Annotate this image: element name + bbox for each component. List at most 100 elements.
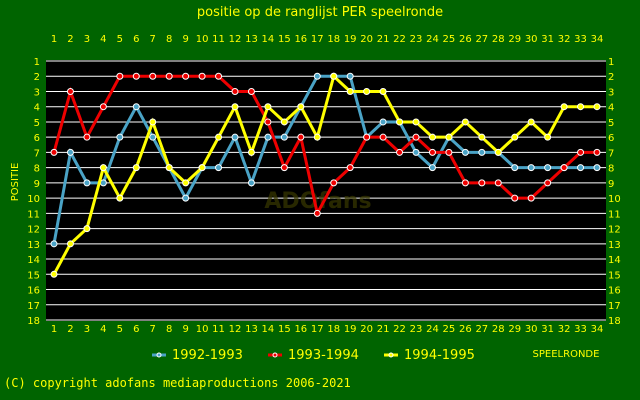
data-point (231, 87, 239, 95)
x-tick-label-bottom: 12 (229, 324, 242, 335)
data-point (379, 87, 387, 95)
legend-label: 1992-1993 (172, 348, 243, 363)
data-point (247, 148, 255, 156)
data-point (198, 72, 206, 80)
y-tick-label-left: 2 (34, 72, 40, 83)
data-point (330, 72, 338, 80)
x-tick-label-bottom: 27 (475, 324, 488, 335)
data-point (280, 164, 288, 172)
legend-marker (272, 352, 278, 358)
data-point (231, 103, 239, 111)
data-point (478, 179, 486, 187)
data-point (527, 194, 535, 202)
data-point (396, 148, 404, 156)
data-point (313, 72, 321, 80)
x-tick-label-bottom: 29 (508, 324, 521, 335)
legend-label: 1993-1994 (288, 348, 359, 363)
y-tick-label-left: 17 (27, 301, 40, 312)
x-tick-label-top: 18 (327, 34, 340, 45)
data-point (445, 148, 453, 156)
data-point (116, 133, 124, 141)
x-tick-label-bottom: 18 (327, 324, 340, 335)
x-tick-label-bottom: 11 (212, 324, 225, 335)
x-tick-label-top: 12 (229, 34, 242, 45)
x-tick-label-bottom: 8 (166, 324, 172, 335)
x-tick-label-top: 19 (344, 34, 357, 45)
data-point (99, 164, 107, 172)
data-point (478, 133, 486, 141)
data-point (544, 133, 552, 141)
series-2 (50, 72, 601, 218)
y-tick-label-left: 4 (34, 103, 40, 114)
data-point (264, 103, 272, 111)
x-tick-label-bottom: 31 (541, 324, 554, 335)
x-axis-bottom: 1 2 3 4 5 6 7 8 9 10 11 12 13 14 15 16 17 18 19 20 21 22 23 24 2… (51, 324, 604, 335)
x-tick-label-bottom: 23 (410, 324, 423, 335)
x-axis-label: SPEELRONDE (533, 349, 600, 360)
data-point (412, 118, 420, 126)
data-point (330, 179, 338, 187)
y-tick-label-right: 18 (608, 316, 621, 327)
y-tick-label-left: 14 (27, 255, 40, 266)
y-tick-label-right: 5 (608, 118, 614, 129)
data-point (593, 103, 601, 111)
y-tick-label-right: 17 (608, 301, 621, 312)
data-point (412, 148, 420, 156)
data-point (132, 164, 140, 172)
y-tick-label-right: 11 (608, 209, 621, 220)
data-point (379, 133, 387, 141)
x-tick-label-bottom: 24 (426, 324, 439, 335)
x-tick-label-top: 1 (51, 34, 57, 45)
legend: 1992-1993 1993-1994 1994-1995 (152, 348, 475, 363)
data-point (313, 133, 321, 141)
x-tick-label-top: 32 (558, 34, 571, 45)
x-tick-label-bottom: 20 (360, 324, 373, 335)
x-tick-label-top: 22 (393, 34, 406, 45)
x-tick-label-bottom: 33 (574, 324, 587, 335)
data-point (83, 179, 91, 187)
data-point (544, 164, 552, 172)
y-tick-label-left: 10 (27, 194, 40, 205)
data-point (215, 133, 223, 141)
data-point (264, 118, 272, 126)
data-point (428, 164, 436, 172)
data-point (280, 118, 288, 126)
data-point (66, 87, 74, 95)
data-point (264, 133, 272, 141)
data-point (577, 148, 585, 156)
x-tick-label-bottom: 4 (100, 324, 106, 335)
data-point (280, 133, 288, 141)
data-point (461, 118, 469, 126)
series-line (52, 74, 597, 245)
data-point (50, 270, 58, 278)
data-point (461, 179, 469, 187)
y-tick-label-right: 8 (608, 164, 614, 175)
data-point (165, 164, 173, 172)
y-tick-label-left: 12 (27, 225, 40, 236)
y-tick-label-left: 9 (34, 179, 40, 190)
y-tick-label-left: 1 (34, 57, 40, 68)
x-tick-label-bottom: 3 (84, 324, 90, 335)
y-tick-label-left: 13 (27, 240, 40, 251)
data-point (494, 179, 502, 187)
data-point (132, 72, 140, 80)
data-point (149, 118, 157, 126)
y-tick-label-right: 3 (608, 87, 614, 98)
x-tick-label-top: 20 (360, 34, 373, 45)
data-point (577, 103, 585, 111)
x-tick-label-bottom: 9 (182, 324, 188, 335)
x-tick-label-top: 28 (492, 34, 505, 45)
x-tick-label-top: 15 (278, 34, 291, 45)
x-tick-label-bottom: 26 (459, 324, 472, 335)
data-point (66, 240, 74, 248)
data-point (198, 164, 206, 172)
chart-title: positie op de ranglijst PER speelronde (197, 5, 443, 20)
data-point (99, 103, 107, 111)
data-point (527, 164, 535, 172)
data-point (511, 133, 519, 141)
data-point (428, 148, 436, 156)
data-point (132, 103, 140, 111)
legend-marker (156, 352, 162, 358)
x-tick-label-top: 24 (426, 34, 439, 45)
